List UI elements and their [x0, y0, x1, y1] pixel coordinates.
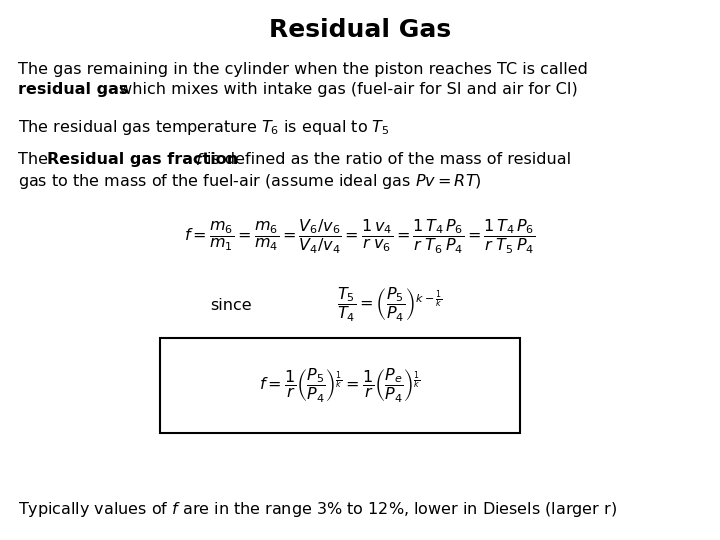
- Text: which mixes with intake gas (fuel-air for SI and air for CI): which mixes with intake gas (fuel-air fo…: [114, 82, 577, 97]
- Text: $\mathit{f}$: $\mathit{f}$: [195, 152, 204, 168]
- Text: gas to the mass of the fuel-air (assume ideal gas $\mathit{Pv} = \mathit{RT}$): gas to the mass of the fuel-air (assume …: [18, 172, 482, 191]
- Bar: [160, 338, 520, 433]
- Text: Residual Gas: Residual Gas: [269, 18, 451, 42]
- Text: The residual gas temperature $T_6$ is equal to $T_5$: The residual gas temperature $T_6$ is eq…: [18, 118, 390, 137]
- Text: $\dfrac{T_5}{T_4} = \left(\dfrac{P_5}{P_4}\right)^{k-\frac{1}{k}}$: $\dfrac{T_5}{T_4} = \left(\dfrac{P_5}{P_…: [337, 286, 443, 324]
- Text: $f = \dfrac{1}{r}\left(\dfrac{P_5}{P_4}\right)^{\frac{1}{k}} = \dfrac{1}{r}\left: $f = \dfrac{1}{r}\left(\dfrac{P_5}{P_4}\…: [259, 366, 421, 404]
- Text: residual gas: residual gas: [18, 82, 128, 97]
- Text: Residual gas fraction: Residual gas fraction: [47, 152, 244, 167]
- Text: Typically values of $\mathit{f}$ are in the range 3% to 12%, lower in Diesels (l: Typically values of $\mathit{f}$ are in …: [18, 500, 617, 519]
- Text: The: The: [18, 152, 53, 167]
- Text: The gas remaining in the cylinder when the piston reaches TC is called: The gas remaining in the cylinder when t…: [18, 62, 588, 77]
- Text: $f = \dfrac{m_6}{m_1} = \dfrac{m_6}{m_4} = \dfrac{V_6/v_6}{V_4/v_4} = \dfrac{1\,: $f = \dfrac{m_6}{m_1} = \dfrac{m_6}{m_4}…: [184, 218, 536, 256]
- Text: since: since: [210, 298, 251, 313]
- Text: is defined as the ratio of the mass of residual: is defined as the ratio of the mass of r…: [207, 152, 571, 167]
